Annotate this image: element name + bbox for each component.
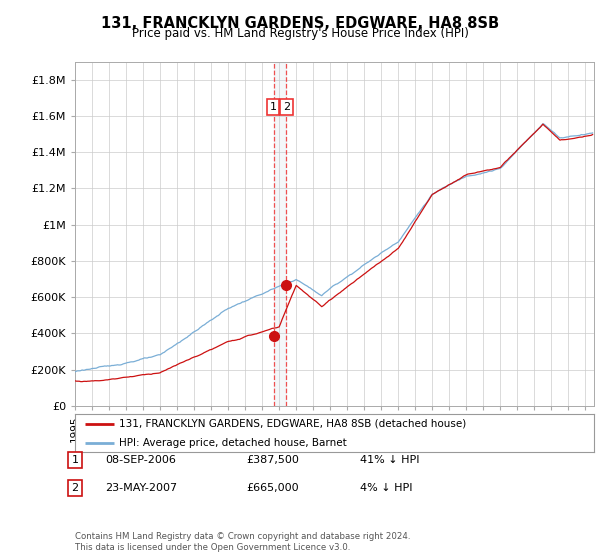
Text: 1: 1	[269, 102, 277, 112]
Text: 2: 2	[283, 102, 290, 112]
Text: 23-MAY-2007: 23-MAY-2007	[105, 483, 177, 493]
Text: 2: 2	[71, 483, 79, 493]
Text: 41% ↓ HPI: 41% ↓ HPI	[360, 455, 419, 465]
Text: 131, FRANCKLYN GARDENS, EDGWARE, HA8 8SB: 131, FRANCKLYN GARDENS, EDGWARE, HA8 8SB	[101, 16, 499, 31]
Text: £387,500: £387,500	[246, 455, 299, 465]
Text: Contains HM Land Registry data © Crown copyright and database right 2024.
This d: Contains HM Land Registry data © Crown c…	[75, 532, 410, 552]
Text: 08-SEP-2006: 08-SEP-2006	[105, 455, 176, 465]
Text: 1: 1	[71, 455, 79, 465]
Text: 131, FRANCKLYN GARDENS, EDGWARE, HA8 8SB (detached house): 131, FRANCKLYN GARDENS, EDGWARE, HA8 8SB…	[119, 419, 466, 429]
Text: HPI: Average price, detached house, Barnet: HPI: Average price, detached house, Barn…	[119, 438, 347, 448]
Text: Price paid vs. HM Land Registry's House Price Index (HPI): Price paid vs. HM Land Registry's House …	[131, 27, 469, 40]
Text: £665,000: £665,000	[246, 483, 299, 493]
Bar	[274, 62, 286, 406]
Text: 4% ↓ HPI: 4% ↓ HPI	[360, 483, 413, 493]
